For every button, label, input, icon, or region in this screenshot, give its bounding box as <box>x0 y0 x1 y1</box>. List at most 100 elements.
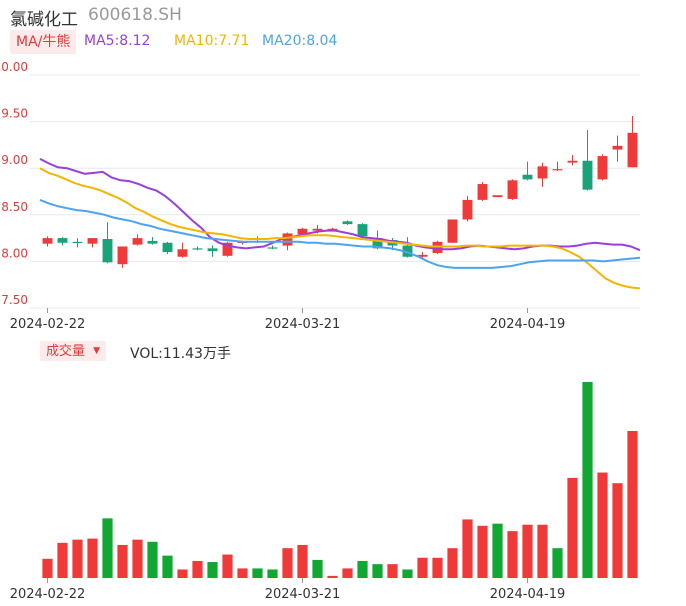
volume-bar <box>132 539 143 578</box>
candle-body <box>372 238 383 249</box>
volume-bar <box>162 555 173 578</box>
volume-tag-label: 成交量 <box>46 344 86 359</box>
volume-bar <box>387 564 398 578</box>
candle-body <box>57 238 68 243</box>
candle-body <box>552 169 563 171</box>
volume-bar <box>252 568 263 578</box>
volume-bar <box>147 541 158 578</box>
candle-body <box>582 160 593 190</box>
volume-bar <box>372 564 383 578</box>
ma20-legend: MA20:8.04 <box>262 33 338 49</box>
volume-bar <box>267 569 278 578</box>
volume-bar <box>567 477 578 578</box>
volume-bar <box>477 525 488 578</box>
volume-bar <box>462 519 473 578</box>
volume-bar <box>342 568 353 578</box>
volume-bar <box>432 557 443 578</box>
volume-bar <box>57 542 68 578</box>
candle-body <box>132 238 143 245</box>
y-tick-label: 7.50 <box>1 293 28 307</box>
volume-bar <box>207 562 218 578</box>
volume-bar <box>177 569 188 578</box>
candle-body <box>477 184 488 200</box>
volume-bar <box>552 548 563 578</box>
volume-bar <box>327 575 338 578</box>
candle-body <box>297 228 308 235</box>
candle-body <box>357 224 368 237</box>
volume-bar <box>357 560 368 578</box>
volume-bar <box>222 554 233 578</box>
volume-bar <box>402 569 413 578</box>
y-tick-label: 9.00 <box>1 153 28 167</box>
candle-body <box>342 221 353 225</box>
candle-body <box>612 145 623 150</box>
ma-line-ma20 <box>39 198 641 269</box>
candle-body <box>87 238 98 244</box>
x-tick-label: 2024-04-19 <box>490 317 566 332</box>
candle-body <box>162 242 173 253</box>
volume-bar <box>192 560 203 578</box>
candle-body <box>312 228 323 231</box>
y-tick-label: 10.00 <box>0 60 28 74</box>
ma10-legend: MA10:7.71 <box>174 33 250 49</box>
volume-bar <box>582 382 593 578</box>
candle-body <box>267 247 278 249</box>
ma-indicator-tag[interactable]: MA/牛熊 <box>10 30 77 54</box>
candle-body <box>492 195 503 198</box>
candle-body <box>282 233 293 246</box>
volume-bar <box>492 523 503 578</box>
volume-bar <box>597 472 608 578</box>
volume-bar <box>42 558 53 578</box>
candle-body <box>447 219 458 243</box>
candle-body <box>537 166 548 179</box>
y-tick-label: 8.50 <box>1 200 28 214</box>
kline-chart: 10.00 9.50 9.00 8.50 8.00 7.50 2024-02-22 2024-… <box>0 60 641 332</box>
candle-body <box>147 240 158 244</box>
candle-body <box>402 245 413 257</box>
volume-bar <box>612 483 623 578</box>
candle-body <box>222 242 233 256</box>
candle-body <box>72 241 83 244</box>
volume-bar <box>72 539 83 578</box>
candle-body <box>507 180 518 199</box>
stock-name: 氯碱化工 <box>10 10 78 30</box>
ma-line-ma10 <box>39 167 641 290</box>
candle-body <box>522 174 533 180</box>
volume-bar <box>447 548 458 578</box>
volume-bar <box>507 531 518 578</box>
volume-value: VOL:11.43万手 <box>130 346 231 362</box>
candle-body <box>327 228 338 230</box>
candle-body <box>102 239 113 263</box>
candle-body <box>567 160 578 163</box>
x-tick-label: 2024-03-21 <box>265 317 341 332</box>
volume-bar <box>417 557 428 578</box>
candle-body <box>207 248 218 252</box>
volume-bar <box>117 544 128 578</box>
x-tick-label: 2024-03-21 <box>265 587 341 602</box>
stock-code: 600618.SH <box>88 5 182 25</box>
ma5-legend: MA5:8.12 <box>84 33 151 49</box>
volume-chart: 2024-02-22 2024-03-21 2024-04-19 <box>10 382 638 602</box>
volume-bar <box>312 559 323 578</box>
x-tick-label: 2024-04-19 <box>490 587 566 602</box>
y-tick-label: 9.50 <box>1 107 28 121</box>
volume-bar <box>627 431 638 578</box>
volume-bar <box>297 544 308 578</box>
volume-bar <box>87 538 98 578</box>
dropdown-arrow-icon: ▼ <box>93 346 101 356</box>
volume-indicator-tag[interactable]: 成交量 ▼ <box>40 341 107 361</box>
candle-body <box>192 248 203 250</box>
volume-bar <box>537 524 548 578</box>
volume-bar <box>282 548 293 578</box>
volume-bar <box>102 518 113 578</box>
candle-body <box>177 249 188 257</box>
y-tick-label: 8.00 <box>1 246 28 260</box>
candle-body <box>627 132 638 168</box>
candle-body <box>117 246 128 265</box>
candle-body <box>417 254 428 257</box>
volume-bar <box>237 568 248 578</box>
candle-body <box>42 238 53 244</box>
candle-body <box>597 156 608 180</box>
x-tick-label: 2024-02-22 <box>10 317 86 332</box>
volume-bar <box>522 524 533 578</box>
